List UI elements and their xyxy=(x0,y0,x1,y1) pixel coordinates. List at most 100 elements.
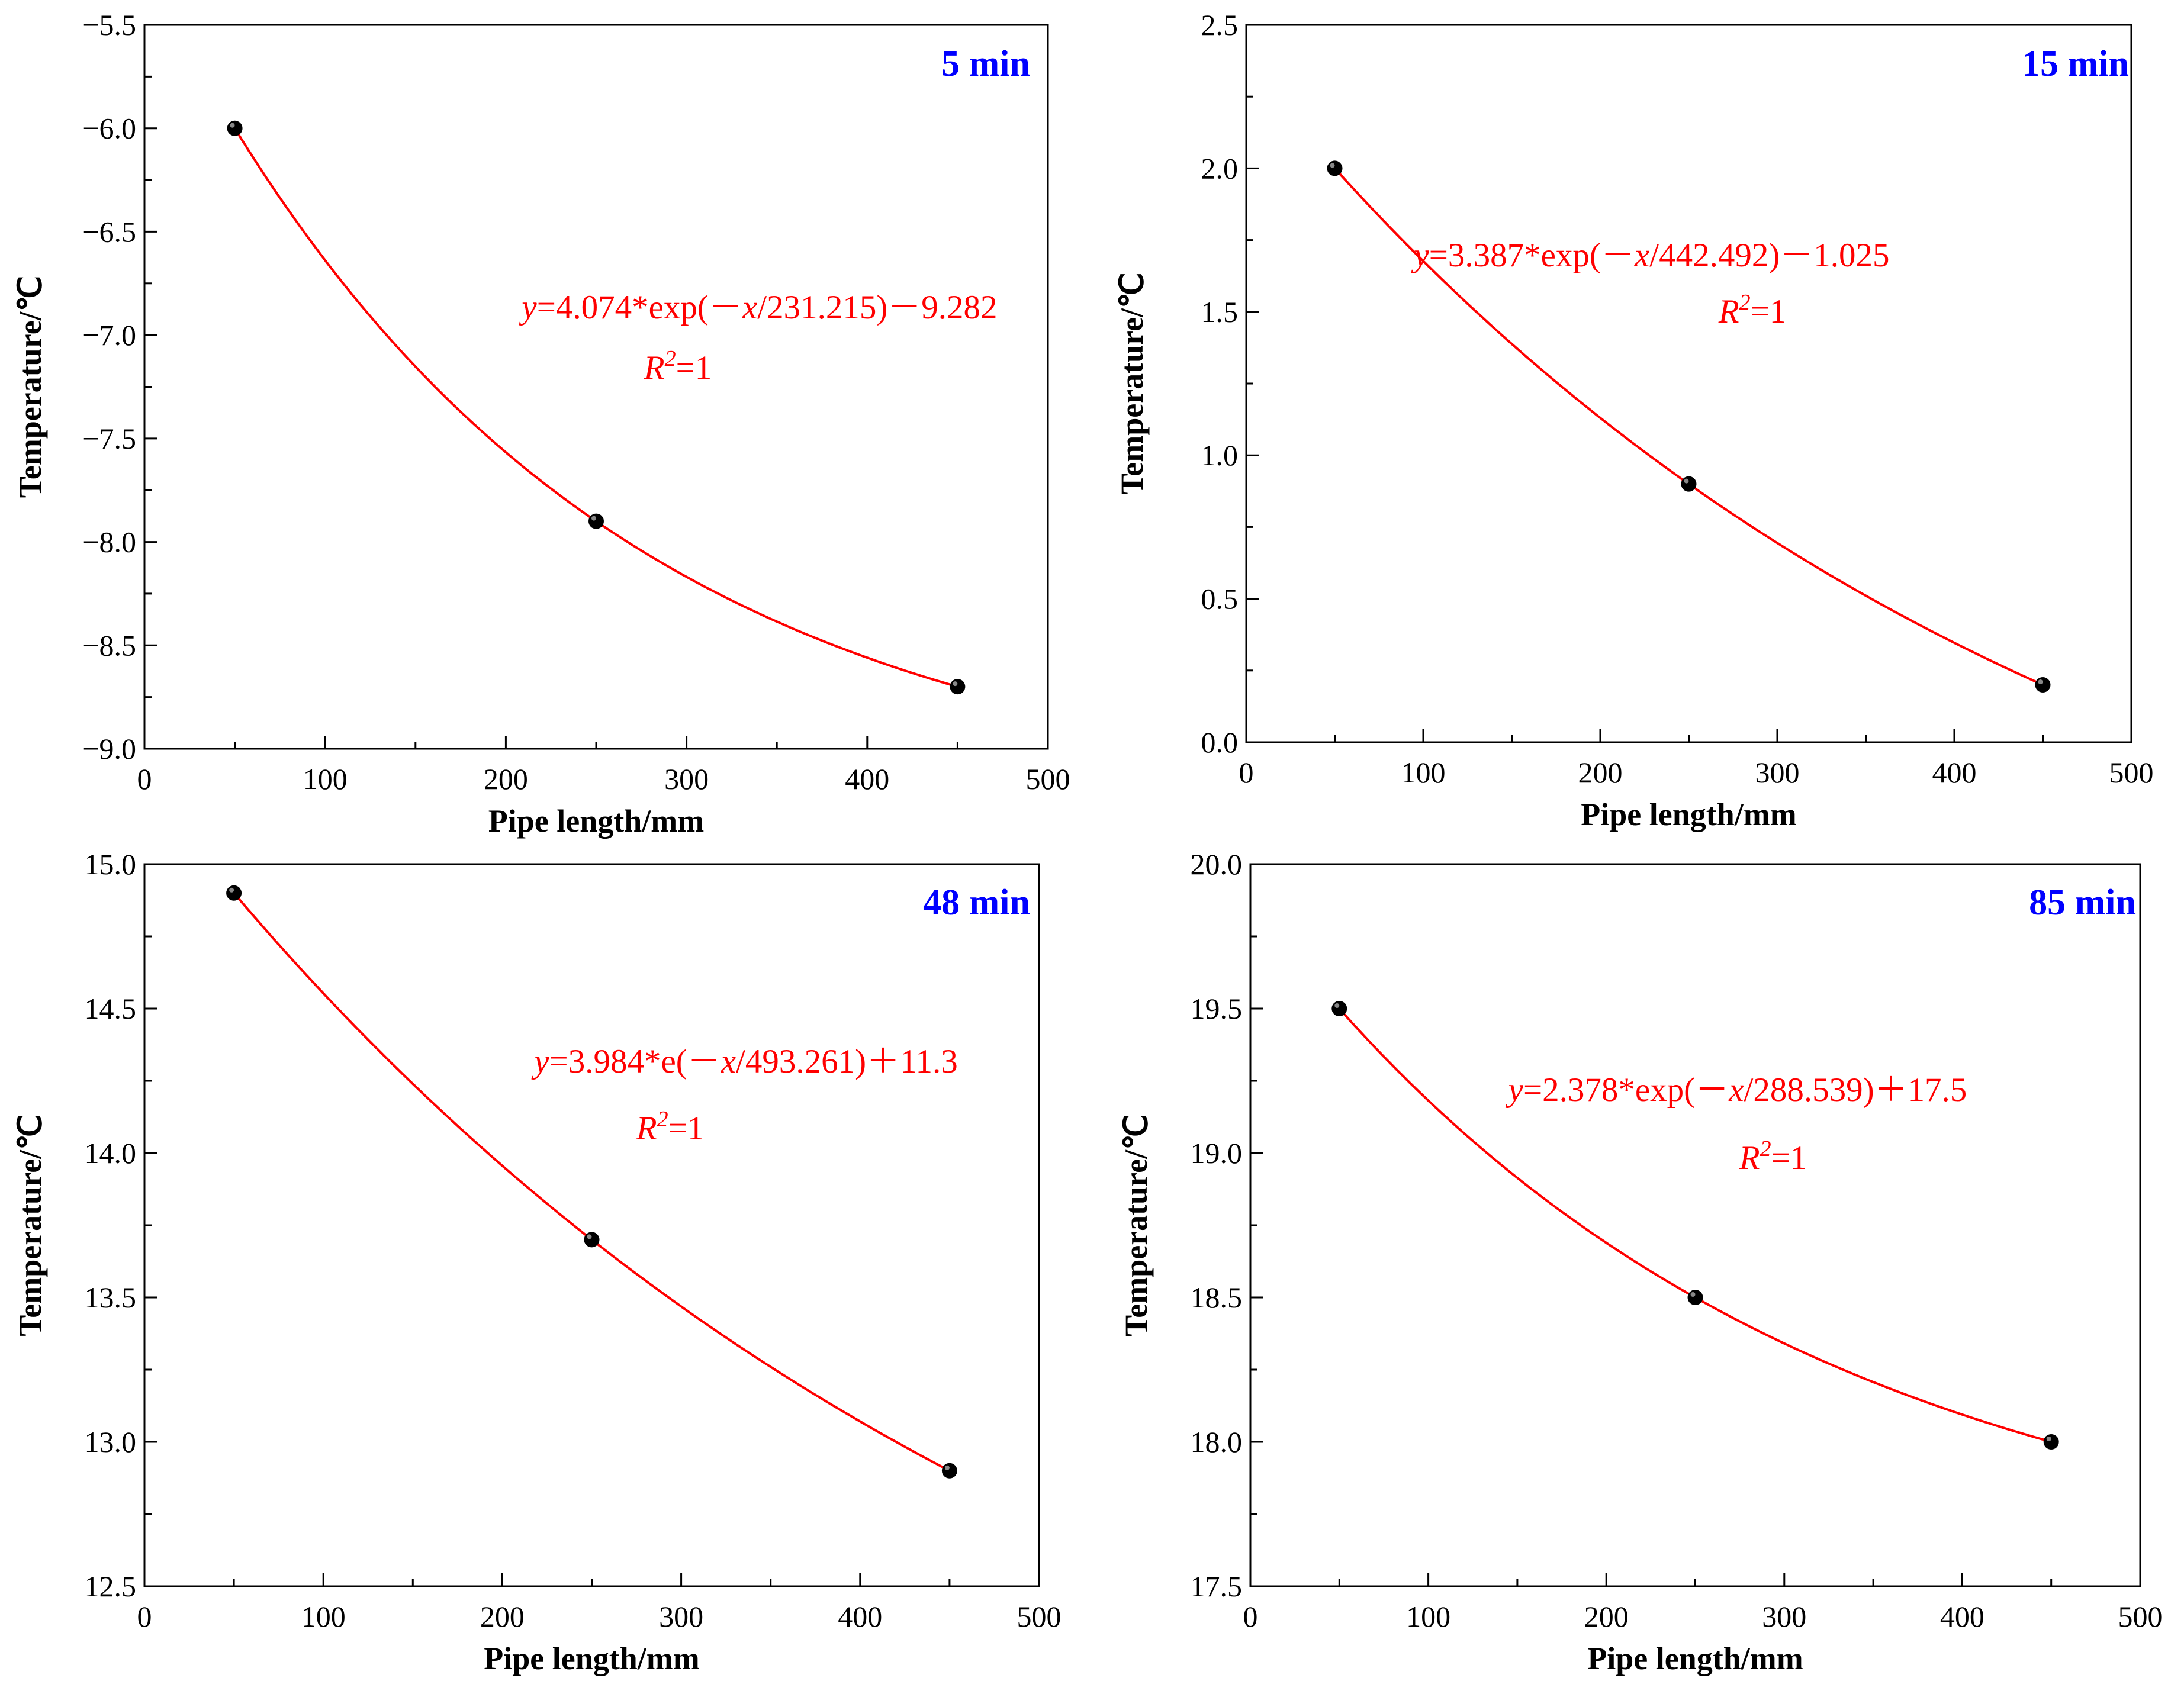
x-tick-label: 0 xyxy=(137,1600,152,1633)
y-tick-label: 19.5 xyxy=(1191,992,1243,1025)
x-tick-label: 0 xyxy=(137,762,152,796)
chart-panel-1: 0 100 200 300 400 500 −9.0 −8.5 −8.0 −7.5 −7.0 −6.5… xyxy=(12,8,1070,839)
y-tick-label: −6.0 xyxy=(82,112,136,145)
data-point xyxy=(588,513,604,529)
chart-panel-4: 0 100 200 300 400 500 17.5 18.0 18.5 19.0 19.5 20.0… xyxy=(1118,848,2163,1676)
fit-equation: y=2.378*exp(－x/288.539)＋17.5 xyxy=(1506,1071,1967,1109)
x-tick-label: 400 xyxy=(838,1600,882,1633)
data-point xyxy=(584,1232,600,1248)
r-squared-value: =1 xyxy=(1771,1139,1807,1177)
y-tick-label: −9.0 xyxy=(82,732,136,765)
data-point xyxy=(1327,160,1343,176)
plot-frame xyxy=(1245,24,2132,743)
data-point xyxy=(2043,1434,2059,1450)
r-squared-value: =1 xyxy=(668,1110,705,1147)
equation-var2: x xyxy=(721,1043,736,1080)
r-squared-var: R xyxy=(636,1110,657,1147)
equation-minus: － xyxy=(1601,237,1635,274)
fit-equation: y=3.984*e(－x/493.261)＋11.3 xyxy=(531,1043,958,1080)
data-point xyxy=(2035,677,2051,693)
x-axis-title: Pipe length/mm xyxy=(484,1641,699,1676)
fit-equation: y=3.387*exp(－x/442.492)－1.025 xyxy=(1411,237,1889,274)
equation-minus: － xyxy=(687,1043,721,1080)
r-squared-exp: 2 xyxy=(665,346,676,371)
y-tick-label: 18.0 xyxy=(1191,1425,1243,1458)
plot-frame xyxy=(1249,863,2141,1587)
data-point xyxy=(950,679,966,695)
data-point xyxy=(1687,1290,1703,1305)
data-point-highlight xyxy=(1330,163,1335,168)
x-tick-label: 400 xyxy=(1932,756,1977,789)
x-tick-label: 300 xyxy=(1762,1600,1806,1633)
y-axis-title: Temperature/℃ xyxy=(12,1114,48,1336)
equation-var: y xyxy=(519,289,537,326)
r-squared: R2=1 xyxy=(644,346,712,387)
y-tick-label: 1.0 xyxy=(1201,439,1239,472)
data-point xyxy=(1681,476,1697,492)
r-squared-exp: 2 xyxy=(657,1107,668,1132)
data-point-highlight xyxy=(230,123,235,128)
x-tick-label: 500 xyxy=(1017,1600,1062,1633)
x-tick-label: 500 xyxy=(2118,1600,2163,1633)
chart-panel-3: 0 100 200 300 400 500 12.5 13.0 13.5 14.0 14.5 15.0… xyxy=(12,848,1062,1676)
equation-part: =3.387*exp( xyxy=(1429,237,1601,274)
y-tick-label: 19.0 xyxy=(1191,1136,1243,1170)
fit-equation: y=4.074*exp(－x/231.215)－9.282 xyxy=(519,289,997,326)
y-tick-label: −8.0 xyxy=(82,526,136,559)
y-tick-label: 2.5 xyxy=(1201,8,1239,41)
y-tick-label: 20.0 xyxy=(1191,848,1243,881)
y-tick-label: 12.5 xyxy=(85,1570,137,1603)
y-tick-label: 1.5 xyxy=(1201,295,1239,329)
y-tick-label: 13.0 xyxy=(85,1425,137,1458)
x-tick-label: 300 xyxy=(664,762,709,796)
data-point-highlight xyxy=(1684,478,1689,484)
y-tick-label: 0.0 xyxy=(1201,726,1239,759)
r-squared: R2=1 xyxy=(1718,290,1786,330)
plot-frame xyxy=(143,863,1040,1587)
x-tick-label: 100 xyxy=(1406,1600,1450,1633)
chart-panel-2: 0 100 200 300 400 500 0.0 0.5 1.0 1.5 2.0 2.5 Pipe l… xyxy=(1114,8,2154,832)
data-point xyxy=(227,120,243,136)
x-tick-label: 500 xyxy=(2109,756,2154,789)
equation-var2: x xyxy=(742,289,757,326)
fit-curve xyxy=(233,127,958,688)
equation-var: y xyxy=(1506,1071,1524,1109)
data-point-highlight xyxy=(1334,1003,1340,1008)
panel-label: 85 min xyxy=(2029,883,2136,923)
x-axis-title: Pipe length/mm xyxy=(1587,1641,1803,1676)
equation-tail: /493.261)＋11.3 xyxy=(736,1043,958,1080)
y-tick-label: −7.5 xyxy=(82,422,136,455)
panel-label: 48 min xyxy=(923,883,1030,923)
x-tick-label: 0 xyxy=(1243,1600,1258,1633)
data-point-highlight xyxy=(587,1234,592,1239)
r-squared-exp: 2 xyxy=(1739,290,1751,315)
y-tick-label: 13.5 xyxy=(85,1281,137,1314)
equation-minus: － xyxy=(709,289,742,326)
r-squared-var: R xyxy=(644,349,665,387)
r-squared: R2=1 xyxy=(1739,1136,1807,1177)
data-point-highlight xyxy=(229,887,234,893)
r-squared-var: R xyxy=(1718,293,1739,330)
equation-minus: － xyxy=(1695,1071,1729,1109)
x-tick-label: 400 xyxy=(1940,1600,1984,1633)
y-tick-label: −5.5 xyxy=(82,8,136,41)
panel-label: 15 min xyxy=(2022,44,2129,84)
x-tick-label: 200 xyxy=(484,762,528,796)
y-tick-label: −7.0 xyxy=(82,318,136,352)
r-squared: R2=1 xyxy=(636,1107,704,1147)
y-tick-label: 2.0 xyxy=(1201,152,1239,185)
equation-var: y xyxy=(1411,237,1429,274)
x-tick-label: 300 xyxy=(1755,756,1800,789)
x-tick-label: 500 xyxy=(1026,762,1070,796)
equation-part: =2.378*exp( xyxy=(1523,1071,1695,1109)
equation-var2: x xyxy=(1728,1071,1744,1109)
r-squared-value: =1 xyxy=(676,349,712,387)
y-tick-label: 14.5 xyxy=(85,992,137,1025)
x-tick-label: 200 xyxy=(480,1600,525,1633)
data-point xyxy=(226,885,242,901)
data-point-highlight xyxy=(591,516,596,521)
y-tick-label: −6.5 xyxy=(82,215,136,248)
x-tick-label: 0 xyxy=(1239,756,1254,789)
y-tick-label: 0.5 xyxy=(1201,582,1239,616)
